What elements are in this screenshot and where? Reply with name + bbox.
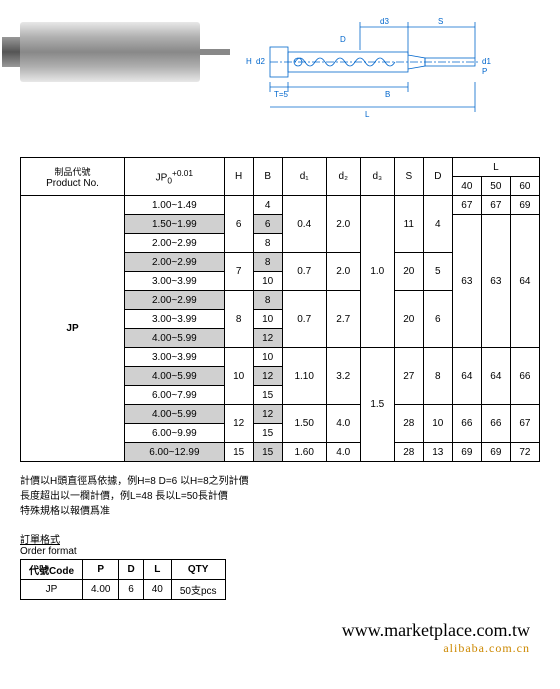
label-P: P <box>482 67 487 76</box>
cell: 1.00~1.49 <box>125 196 225 215</box>
hdr-L40: 40 <box>452 177 481 196</box>
label-B: B <box>385 90 390 99</box>
footer-main: www.marketplace.com.tw <box>20 620 530 641</box>
page: d3 S D d2 d1 P H T=5 B L 制品代號Product No.… <box>0 0 560 668</box>
hdr-product: 制品代號Product No. <box>21 158 125 196</box>
hdr-B: B <box>253 158 282 196</box>
hdr-D: D <box>423 158 452 196</box>
label-H: H <box>246 57 252 66</box>
note-3: 特殊規格以報價爲准 <box>20 504 540 519</box>
product-code-cell: JP <box>21 196 125 462</box>
product-photo <box>20 22 200 82</box>
order-format-label: 訂單格式Order format <box>20 531 540 557</box>
tech-diagram: d3 S D d2 d1 P H T=5 B L <box>240 12 540 127</box>
order-table: 代號CodePDLQTY JP4.0064050支pcs <box>20 559 226 600</box>
hdr-L60: 60 <box>510 177 539 196</box>
label-T: T=5 <box>274 90 289 99</box>
label-s: S <box>438 17 443 26</box>
hdr-L: L <box>452 158 539 177</box>
label-D: D <box>340 35 346 44</box>
spec-table: 制品代號Product No. JP0+0.01 H B d₁ d₂ d₃ S … <box>20 157 540 462</box>
hdr-d1: d₁ <box>282 158 326 196</box>
note-1: 計價以H頭直徑爲依據，例H=8 D=6 以H=8之列計價 <box>20 474 540 489</box>
hdr-L50: 50 <box>481 177 510 196</box>
note-2: 長度超出以一欄計價，例L=48 長以L=50長計價 <box>20 489 540 504</box>
footer: www.marketplace.com.tw alibaba.com.cn <box>20 620 540 656</box>
label-d3: d3 <box>380 17 389 26</box>
notes: 計價以H頭直徑爲依據，例H=8 D=6 以H=8之列計價 長度超出以一欄計價，例… <box>20 474 540 519</box>
hdr-jp: JP0+0.01 <box>125 158 225 196</box>
hdr-H: H <box>224 158 253 196</box>
top-section: d3 S D d2 d1 P H T=5 B L <box>20 12 540 127</box>
hdr-S: S <box>394 158 423 196</box>
hdr-d3: d₃ <box>360 158 394 196</box>
label-L: L <box>365 110 370 119</box>
footer-sub: alibaba.com.cn <box>20 641 530 656</box>
label-d2: d2 <box>256 57 265 66</box>
hdr-d2: d₂ <box>326 158 360 196</box>
label-d1: d1 <box>482 57 491 66</box>
